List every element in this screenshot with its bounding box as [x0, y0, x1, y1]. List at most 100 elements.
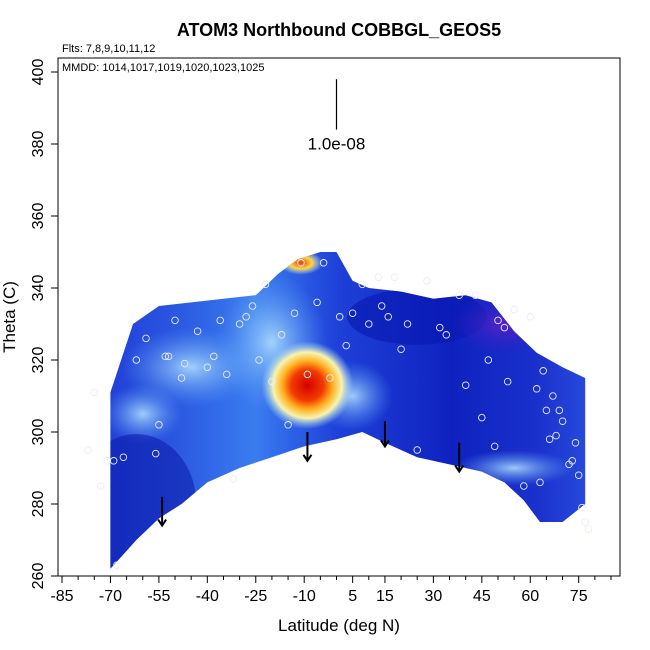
observation-point: [484, 356, 493, 364]
x-tick-label: 45: [473, 588, 491, 605]
observation-point: [377, 302, 386, 310]
observation-point: [358, 280, 367, 289]
x-tick-label: -25: [244, 588, 267, 605]
observation-point: [555, 406, 564, 415]
x-tick-label: -55: [147, 588, 170, 605]
hotspot: [261, 341, 354, 430]
y-axis: 260 280 300 320 340 360 380 400: [30, 59, 58, 590]
observation-point: [216, 316, 224, 325]
down-arrow: [302, 432, 313, 463]
observation-point: [539, 367, 547, 375]
arrow-head: [454, 465, 465, 474]
observation-point: [520, 482, 528, 490]
observation-point: [155, 421, 163, 429]
x-tick-label: 60: [521, 588, 539, 605]
plot-frame: [57, 57, 621, 577]
dates-text: MMDD: 1014,1017,1019,1020,1023,1025: [62, 62, 264, 74]
observation-point: [235, 320, 244, 328]
observation-point: [510, 305, 518, 314]
observation-point: [390, 273, 399, 281]
observation-point: [103, 457, 111, 465]
observation-point: [574, 471, 583, 479]
observation-point: [177, 374, 186, 382]
observation-point: [203, 363, 212, 371]
observation-point: [161, 352, 170, 361]
observation-point: [303, 370, 312, 379]
y-axis-label: Theta (C): [0, 281, 19, 353]
observation-point: [248, 302, 257, 310]
observation-point: [532, 385, 541, 393]
observation-point: [397, 345, 405, 353]
observation-point: [84, 446, 92, 454]
observation-point: [552, 431, 560, 440]
field-dark-region: [110, 434, 197, 569]
y-tick-label: 380: [30, 131, 47, 158]
observation-point: [542, 406, 551, 415]
x-tick-label: 75: [570, 588, 588, 605]
observation-point: [348, 309, 357, 317]
observation-point: [313, 298, 321, 307]
x-tick-label: -40: [196, 588, 219, 605]
observation-point: [500, 323, 509, 332]
x-tick-label: -10: [293, 588, 316, 605]
observation-point: [503, 377, 512, 386]
y-tick-label: 320: [30, 347, 47, 374]
observation-point: [558, 417, 567, 425]
observation-point: [442, 331, 451, 339]
observation-point: [490, 442, 499, 451]
arrow-head: [380, 439, 390, 449]
observation-point: [132, 356, 141, 364]
observation-point: [581, 518, 589, 526]
chart-title: ATOM3 Northbound COBBGL_GEOS5: [177, 20, 501, 40]
x-tick-label: 30: [424, 588, 442, 605]
observation-point: [461, 381, 470, 389]
observation-point: [171, 316, 179, 325]
observation-point: [109, 457, 118, 465]
x-axis-label: Latitude (deg N): [278, 616, 400, 635]
arrow-head: [302, 454, 313, 463]
observation-point: [180, 359, 189, 368]
scale-bar-label: 1.0e-08: [308, 135, 366, 154]
observation-point: [119, 453, 128, 461]
observation-point: [326, 374, 334, 382]
observation-point: [571, 439, 580, 447]
observation-point: [210, 352, 218, 361]
observation-point: [90, 388, 99, 397]
observation-point: [142, 334, 150, 343]
observation-point: [319, 259, 328, 267]
y-tick-label: 400: [30, 59, 47, 86]
observation-point: [584, 525, 593, 533]
observation-point: [290, 309, 299, 317]
y-tick-label: 280: [30, 491, 47, 518]
observation-point: [403, 320, 412, 328]
observation-point: [193, 327, 202, 335]
arrow-markers: [157, 421, 465, 528]
observation-point: [284, 421, 292, 429]
observation-point: [222, 370, 231, 379]
observation-point: [549, 392, 557, 400]
observation-point: [384, 313, 392, 321]
observation-point: [545, 435, 554, 443]
arrow-head: [157, 519, 167, 528]
scale-bar: 1.0e-08: [308, 79, 366, 154]
observation-point: [436, 323, 444, 332]
observation-point: [97, 482, 105, 490]
observation-point: [494, 316, 502, 325]
observation-point: [568, 457, 576, 465]
observation-point: [374, 273, 383, 281]
field-light-region: [110, 384, 183, 444]
hotspot-peak: [278, 252, 323, 275]
y-tick-label: 300: [30, 419, 47, 446]
y-tick-label: 260: [30, 563, 47, 590]
y-tick-label: 360: [30, 203, 47, 230]
observation-point: [413, 446, 421, 454]
observation-point: [277, 331, 286, 339]
observation-point: [261, 280, 270, 289]
down-arrow: [157, 496, 167, 528]
observation-point: [478, 413, 486, 422]
observation-point: [536, 478, 544, 487]
observation-point: [164, 352, 173, 361]
down-arrow: [380, 421, 390, 449]
observation-point: [578, 503, 586, 512]
